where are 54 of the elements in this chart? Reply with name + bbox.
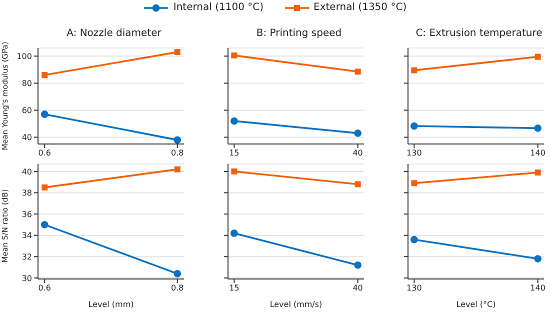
y-tick-label: 38 — [22, 188, 32, 198]
y-tick-label: 60 — [22, 106, 32, 116]
point — [410, 236, 418, 244]
x-tick-label: 0.6 — [38, 284, 52, 293]
x-tick-label: 130 — [406, 148, 422, 158]
x-tick-label: 140 — [530, 284, 546, 293]
point — [411, 67, 418, 74]
legend-label: External (1350 °C) — [312, 2, 407, 13]
y-tick-label: 34 — [22, 231, 32, 240]
legend-label: Internal (1100 °C) — [172, 2, 264, 13]
x-axis-title: Level (°C) — [456, 300, 496, 309]
point — [354, 129, 362, 137]
x-tick-label: 40 — [352, 284, 363, 293]
point — [174, 136, 182, 144]
point — [42, 72, 48, 78]
x-tick-label: 0.6 — [38, 148, 52, 158]
chart-title: A: Nozzle diameter — [66, 28, 162, 39]
x-tick-label: 15 — [229, 284, 240, 293]
point — [40, 110, 48, 118]
point — [174, 49, 180, 56]
point — [410, 122, 418, 130]
x-tick-label: 0.8 — [170, 284, 184, 293]
x-axis-title: Level (mm) — [88, 300, 134, 309]
y-tick-label: 32 — [22, 252, 32, 262]
x-tick-label: 15 — [229, 148, 240, 158]
y-tick-label: 40 — [22, 133, 32, 142]
y-tick-label: 30 — [22, 274, 32, 283]
point — [230, 117, 238, 125]
x-axis-title: Level (mm/s) — [270, 300, 322, 309]
point — [230, 230, 238, 237]
point — [354, 68, 361, 75]
point — [231, 168, 238, 174]
point — [534, 255, 542, 262]
point — [231, 52, 238, 58]
point — [534, 54, 541, 60]
point — [354, 261, 362, 269]
point — [534, 170, 541, 176]
y-tick-label: 100 — [16, 52, 32, 61]
point — [534, 124, 542, 132]
x-tick-label: 0.8 — [170, 148, 184, 158]
chart-title: C: Extrusion temperature — [414, 27, 544, 41]
point — [411, 180, 418, 186]
point — [174, 270, 182, 278]
point — [174, 166, 180, 172]
y-tick-label: 36 — [22, 210, 32, 219]
x-tick-label: 140 — [530, 148, 546, 158]
point — [354, 181, 361, 188]
chart-title: B: Printing speed — [255, 27, 343, 41]
x-tick-label: 40 — [352, 148, 363, 158]
point — [40, 220, 48, 228]
y-tick-label: 80 — [22, 78, 32, 88]
x-tick-label: 130 — [406, 284, 422, 293]
point — [42, 184, 48, 190]
y-tick-label: 40 — [22, 167, 32, 176]
